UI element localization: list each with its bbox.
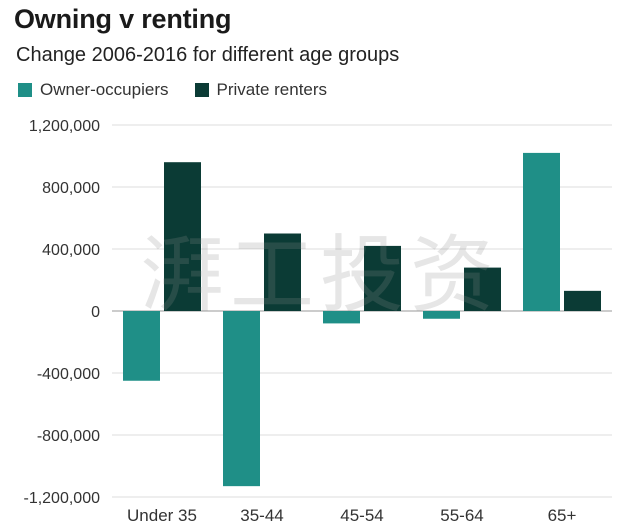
bar-private-renters	[564, 290, 601, 311]
legend-label-private-renters: Private renters	[216, 80, 328, 99]
x-category-label: 65+	[548, 506, 577, 525]
bar-owner-occupiers	[223, 311, 260, 487]
legend-item-private-renters: Private renters	[194, 80, 328, 100]
y-tick-label: -400,000	[37, 366, 100, 383]
chart-legend: Owner-occupiers Private renters	[18, 80, 353, 100]
x-category-label: Under 35	[127, 506, 197, 525]
x-category-label: 45-54	[340, 506, 383, 525]
bar-owner-occupiers	[423, 311, 460, 319]
chart-title: Owning v renting	[14, 4, 232, 34]
x-category-label: 55-64	[440, 506, 483, 525]
y-tick-label: 400,000	[42, 242, 100, 259]
y-tick-label: -1,200,000	[23, 490, 100, 507]
bar-private-renters	[164, 162, 201, 311]
legend-label-owner-occupiers: Owner-occupiers	[40, 80, 169, 99]
x-category-label: 35-44	[240, 506, 283, 525]
legend-item-owner-occupiers: Owner-occupiers	[18, 80, 169, 100]
legend-swatch-private-renters	[194, 83, 209, 97]
bar-private-renters	[464, 267, 501, 311]
y-tick-label: -800,000	[37, 428, 100, 445]
bar-owner-occupiers	[323, 311, 360, 324]
y-tick-label: 0	[91, 304, 100, 321]
y-tick-label: 1,200,000	[29, 118, 100, 135]
bar-owner-occupiers	[523, 152, 560, 311]
y-tick-label: 800,000	[42, 180, 100, 197]
bar-owner-occupiers	[123, 311, 160, 381]
bar-private-renters	[364, 245, 401, 311]
legend-swatch-owner-occupiers	[18, 83, 32, 97]
bar-private-renters	[264, 233, 301, 311]
chart-subtitle: Change 2006-2016 for different age group…	[16, 44, 400, 66]
